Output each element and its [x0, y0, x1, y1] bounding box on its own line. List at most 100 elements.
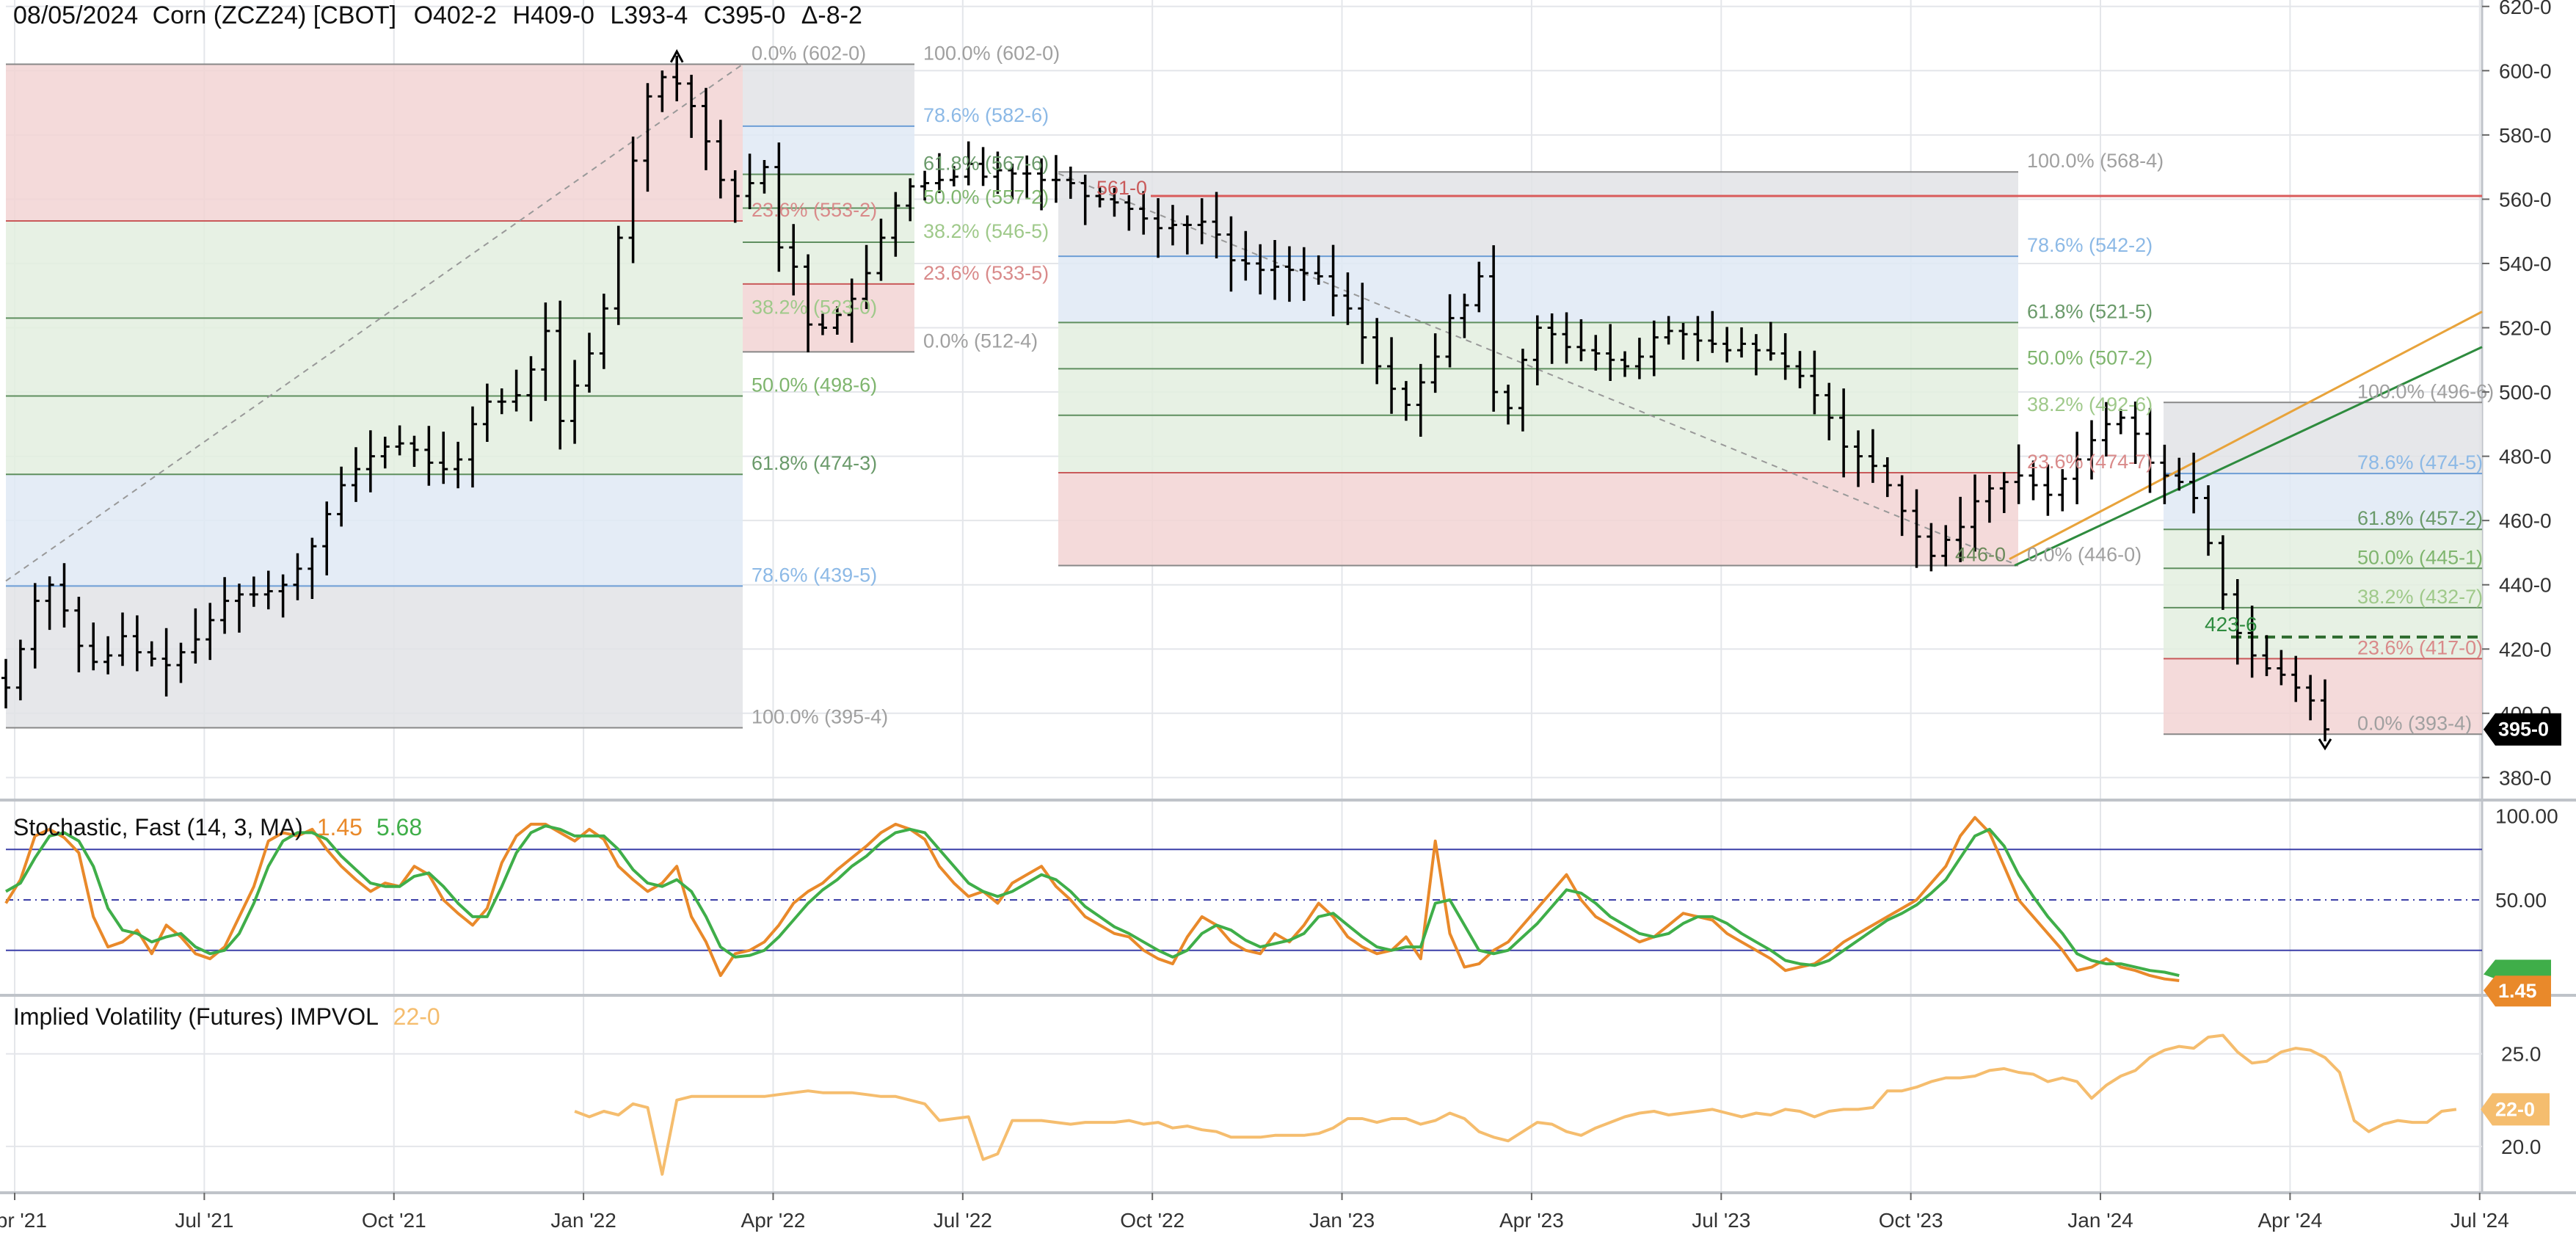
- time-tick-label: Jan '23: [1309, 1209, 1375, 1232]
- iv-axis: 20.0 25.0: [2501, 1043, 2542, 1158]
- fib-level-label: 50.0% (507-2): [2027, 346, 2153, 368]
- annotation-label: 423-6: [2205, 613, 2257, 636]
- fib-zone: [6, 396, 743, 475]
- fib-level-label: 23.6% (553-2): [752, 199, 877, 221]
- iv-title-text: Implied Volatility (Futures) IMPVOL: [13, 1003, 378, 1030]
- price-tick-label: 460-0: [2499, 509, 2552, 532]
- header-date: 08/05/2024: [13, 1, 138, 29]
- fib-zone: [743, 174, 914, 208]
- fib-level-label: 38.2% (523-0): [752, 296, 877, 318]
- price-tick-label: 480-0: [2499, 446, 2552, 468]
- swing-high-marker: [669, 48, 684, 63]
- fib-zone: [2164, 402, 2482, 474]
- time-tick-label: Apr '24: [2257, 1209, 2322, 1232]
- stochastic-fast-tag: [2484, 975, 2551, 1007]
- price-tick-label: 620-0: [2499, 0, 2552, 18]
- annotation-label: 561-0: [1096, 177, 1147, 199]
- header-open: O402-2: [414, 1, 497, 29]
- stochastic-tick-label: 100.00: [2495, 804, 2558, 827]
- time-tick-label: Jan '24: [2067, 1209, 2133, 1232]
- uptrend-line-orange[interactable]: [2009, 310, 2483, 561]
- fib-level-label: 61.8% (457-2): [2357, 507, 2483, 529]
- price-tick-label: 540-0: [2499, 252, 2552, 275]
- stochastic-fast-tag-value: 1.45: [2498, 980, 2537, 1002]
- time-tick-label: Jul '23: [1692, 1209, 1750, 1232]
- time-tick-label: Jan '22: [550, 1209, 616, 1232]
- time-tick-label: Oct '21: [362, 1209, 426, 1232]
- iv-current-value: 22-0: [393, 1003, 440, 1030]
- fib-level-label: 23.6% (474-7): [2027, 451, 2153, 473]
- fib-level-label: 61.8% (567-6): [923, 152, 1049, 174]
- fib-level-label: 50.0% (557-2): [923, 186, 1049, 208]
- annotation-label: 446-0: [1955, 543, 2006, 565]
- price-tick-label: 500-0: [2499, 381, 2552, 404]
- price-panel[interactable]: 0.0% (602-0) 23.6% (553-2) 38.2% (523-0) 50…: [0, 0, 2576, 1194]
- time-tick-label: Oct '23: [1879, 1209, 1943, 1232]
- instrument-header: 08/05/2024 Corn (ZCZ24) [CBOT] O402-2 H4…: [13, 1, 862, 29]
- fibonacci-labels: 0.0% (602-0) 23.6% (553-2) 38.2% (523-0) 50…: [752, 43, 2494, 735]
- fib-level-label: 0.0% (393-4): [2357, 712, 2472, 734]
- time-tick-label: Apr '23: [1499, 1209, 1564, 1232]
- fib-level-label: 100.0% (395-4): [752, 706, 888, 728]
- fib-level-label: 50.0% (498-6): [752, 374, 877, 396]
- fib-zone: [1058, 473, 2018, 566]
- stochastic-axis: 50.00 100.00: [2495, 804, 2558, 912]
- header-close: C395-0: [704, 1, 786, 29]
- stochastic-gridlines: [6, 849, 2482, 951]
- fib-level-label: 0.0% (446-0): [2027, 543, 2142, 565]
- last-price-tag-bg: [2484, 713, 2561, 746]
- fibonacci-retracement-zones: [6, 63, 2482, 735]
- fib-zone: [1058, 256, 2018, 323]
- stochastic-slow-tag: [2484, 959, 2551, 979]
- fib-zone: [743, 64, 914, 126]
- implied-volatility-panel[interactable]: Implied Volatility (Futures) IMPVOL 22-0…: [6, 1003, 2550, 1176]
- time-tick-label: Apr '21: [0, 1209, 47, 1232]
- header-low: L393-4: [610, 1, 688, 29]
- fib-zone: [2164, 473, 2482, 530]
- iv-title: Implied Volatility (Futures) IMPVOL 22-0: [13, 1003, 440, 1030]
- uptrend-line-green[interactable]: [2014, 346, 2483, 567]
- iv-tick-label: 25.0: [2501, 1043, 2542, 1066]
- fib-level-label: 78.6% (439-5): [752, 564, 877, 586]
- time-tick-label: Jul '24: [2451, 1209, 2509, 1232]
- fib-level-label: 23.6% (417-0): [2357, 636, 2483, 658]
- fib-zone: [2164, 658, 2482, 735]
- stochastic-title: Stochastic, Fast (14, 3, MA) 1.45 5.68: [13, 814, 422, 840]
- fib-zone: [743, 241, 914, 284]
- fib-zone: [743, 283, 914, 352]
- stochastic-title-text: Stochastic, Fast (14, 3, MA): [13, 814, 303, 840]
- fib-zone: [1058, 172, 2018, 257]
- fib-zone: [743, 208, 914, 242]
- stochastic-fast-line: [4, 815, 2180, 982]
- price-tick-label: 380-0: [2499, 766, 2552, 789]
- fib-zone: [6, 586, 743, 728]
- fib-level-label: 38.2% (432-7): [2357, 586, 2483, 608]
- header-instrument: Corn (ZCZ24) [CBOT]: [153, 1, 396, 29]
- fib-zone: [1058, 415, 2018, 473]
- fib-level-label: 38.2% (546-5): [923, 220, 1049, 242]
- fib-level-label: 38.2% (492-6): [2027, 393, 2153, 415]
- iv-line: [574, 1033, 2457, 1176]
- fib-level-label: 61.8% (474-3): [752, 452, 877, 474]
- fib-level-label: 0.0% (602-0): [752, 43, 866, 65]
- fib-zone: [2164, 568, 2482, 608]
- stochastic-lines: [4, 815, 2180, 982]
- iv-tag-bg: [2481, 1093, 2550, 1126]
- stochastic-panel[interactable]: Stochastic, Fast (14, 3, MA) 1.45 5.68 5…: [4, 804, 2558, 1007]
- swing-low-marker: [2318, 738, 2332, 751]
- fib-level-label: 0.0% (512-4): [923, 330, 1038, 352]
- price-axis: 380-0400-0420-0440-0460-0480-0500-0520-0…: [2482, 0, 2552, 789]
- fib-level-label: 23.6% (533-5): [923, 262, 1049, 284]
- price-tick-label: 420-0: [2499, 638, 2552, 661]
- fib-level-label: 61.8% (521-5): [2027, 300, 2153, 322]
- price-tick-label: 600-0: [2499, 59, 2552, 82]
- price-bars: [1, 48, 2332, 751]
- fib-zone: [2164, 529, 2482, 569]
- fib-anchor-line[interactable]: [5, 63, 743, 582]
- iv-value-tag: 22-0: [2481, 1093, 2550, 1126]
- price-tick-label: 560-0: [2499, 188, 2552, 211]
- stochastic-value-tags: 1.45: [2484, 959, 2551, 1007]
- time-tick-label: Apr '22: [741, 1209, 806, 1232]
- price-tick-label: 440-0: [2499, 574, 2552, 597]
